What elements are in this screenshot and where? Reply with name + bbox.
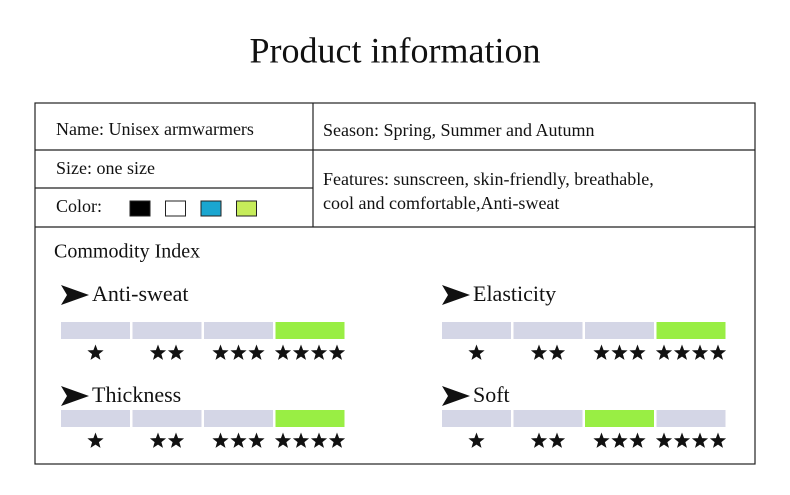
level-segment: [132, 410, 202, 427]
star-icon: [167, 432, 185, 448]
level-segment: [61, 410, 130, 427]
star-icon: [691, 432, 709, 448]
level-segment-active: [275, 410, 345, 427]
star-icon: [248, 344, 265, 360]
features: cool and comfortable,Anti-sweat: [323, 193, 559, 213]
level-segment: [656, 410, 726, 427]
star-icon: [310, 432, 328, 448]
star-icon: [310, 344, 328, 360]
level-segment: [61, 322, 130, 339]
star-icon: [611, 344, 628, 360]
arrow-icon: [61, 386, 89, 406]
index-label: Anti-sweat: [92, 281, 189, 306]
level-segment: [204, 322, 273, 339]
star-icon: [87, 344, 104, 360]
level-segment: [442, 410, 511, 427]
color-swatch: [165, 200, 186, 217]
index-title: Commodity Index: [54, 241, 200, 263]
title: Product information: [250, 30, 541, 70]
star-icon: [530, 432, 548, 448]
star-icon: [673, 344, 691, 360]
star-icon: [87, 432, 104, 448]
star-icon: [709, 344, 727, 360]
star-icon: [629, 432, 646, 448]
level-segment: [513, 322, 583, 339]
color-swatch: [200, 200, 222, 217]
index-label: Thickness: [92, 382, 181, 407]
level-segment: [204, 410, 273, 427]
level-segment-active: [585, 410, 654, 427]
star-icon: [530, 344, 548, 360]
size: Size: one size: [56, 158, 155, 178]
arrow-icon: [61, 285, 89, 305]
star-icon: [149, 344, 167, 360]
color-swatch: [236, 200, 257, 217]
level-segment: [585, 322, 654, 339]
level-segment-active: [275, 322, 345, 339]
star-icon: [593, 344, 610, 360]
name: Name: Unisex armwarmers: [56, 119, 254, 139]
season: Season: Spring, Summer and Autumn: [323, 120, 595, 140]
star-icon: [230, 432, 247, 448]
level-segment: [132, 322, 202, 339]
star-icon: [691, 344, 709, 360]
star-icon: [212, 432, 229, 448]
features: Features: sunscreen, skin-friendly, brea…: [323, 169, 654, 189]
star-icon: [548, 344, 566, 360]
star-icon: [548, 432, 566, 448]
color-label: Color:: [56, 196, 102, 216]
star-icon: [212, 344, 229, 360]
star-icon: [709, 432, 727, 448]
star-icon: [593, 432, 610, 448]
star-icon: [655, 432, 673, 448]
star-icon: [167, 344, 185, 360]
star-icon: [274, 432, 292, 448]
level-segment-active: [656, 322, 726, 339]
star-icon: [611, 432, 628, 448]
index-label: Elasticity: [473, 281, 556, 306]
star-icon: [328, 344, 346, 360]
star-icon: [655, 344, 673, 360]
table-frame: [34, 102, 756, 465]
star-icon: [292, 432, 310, 448]
star-icon: [274, 344, 292, 360]
star-icon: [230, 344, 247, 360]
star-icon: [328, 432, 346, 448]
star-icon: [292, 344, 310, 360]
arrow-icon: [442, 386, 470, 406]
index-label: Soft: [473, 382, 510, 407]
color-swatch: [129, 200, 151, 217]
star-icon: [673, 432, 691, 448]
arrow-icon: [442, 285, 470, 305]
star-icon: [468, 432, 485, 448]
star-icon: [468, 344, 485, 360]
level-segment: [513, 410, 583, 427]
star-icon: [248, 432, 265, 448]
level-segment: [442, 322, 511, 339]
star-icon: [629, 344, 646, 360]
star-icon: [149, 432, 167, 448]
